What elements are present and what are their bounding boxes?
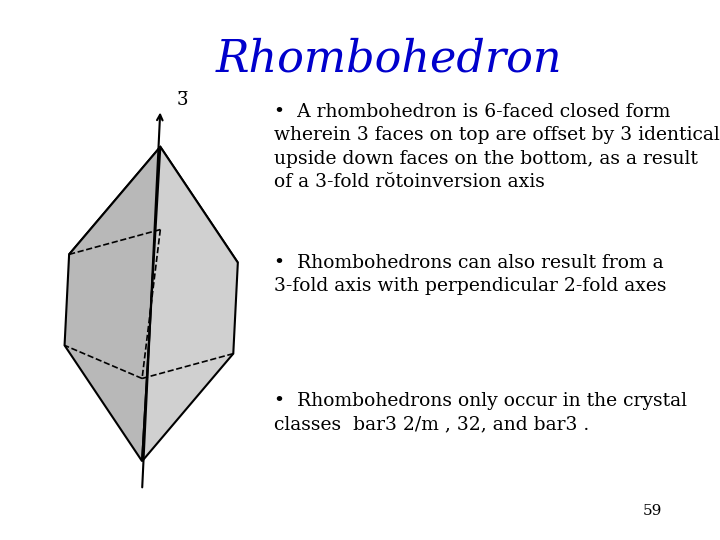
Polygon shape <box>142 147 238 461</box>
Polygon shape <box>65 147 161 461</box>
Text: •  Rhombohedrons can also result from a 3-fold axis with perpendicular 2-fold ax: • Rhombohedrons can also result from a 3… <box>274 254 666 295</box>
Polygon shape <box>69 147 238 262</box>
Text: •  Rhombohedrons only occur in the crystal classes  bar3 2/m , 32, and bar3 .: • Rhombohedrons only occur in the crysta… <box>274 392 687 434</box>
Text: Rhombohedron: Rhombohedron <box>215 38 562 81</box>
Text: •  A rhombohedron is 6-faced closed form wherein 3 faces on top are offset by 3 : • A rhombohedron is 6-faced closed form … <box>274 103 719 191</box>
Text: 59: 59 <box>643 504 662 518</box>
Text: 3̅: 3̅ <box>176 91 188 110</box>
